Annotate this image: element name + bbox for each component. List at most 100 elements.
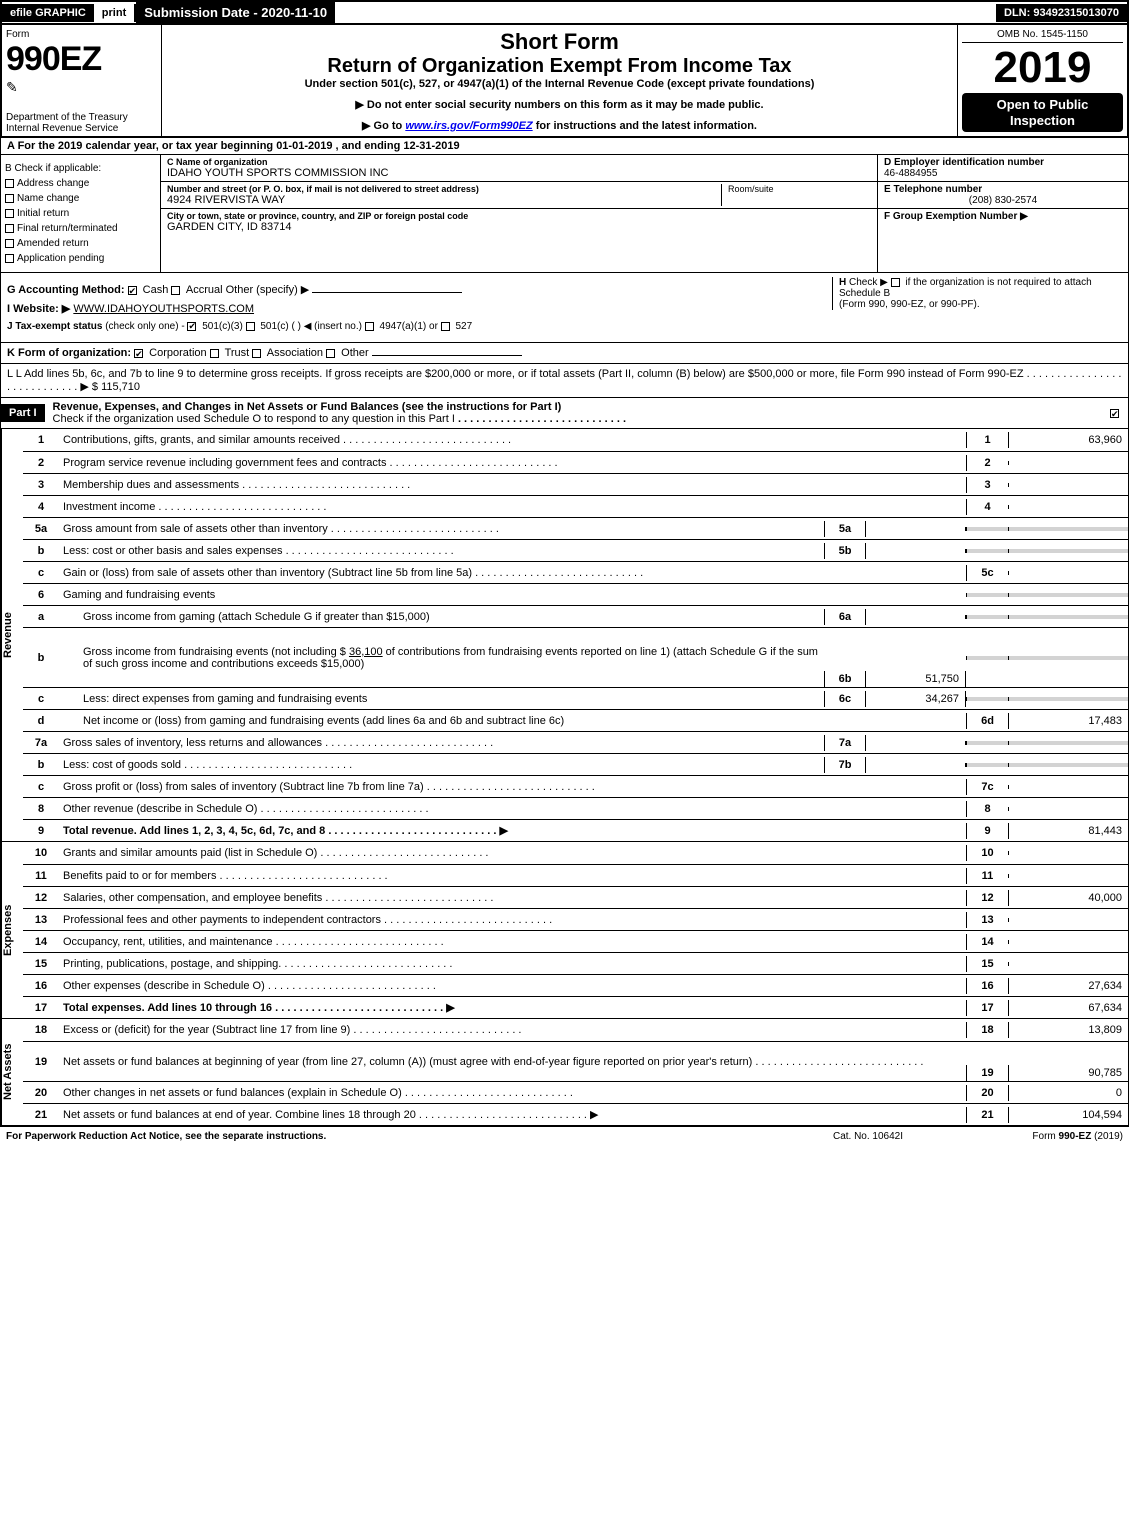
part-i-title: Revenue, Expenses, and Changes in Net As… — [53, 401, 562, 413]
tel-value: (208) 830-2574 — [884, 195, 1122, 206]
footer-form-ref: Form 990-EZ (2019) — [943, 1131, 1123, 1142]
checkbox-address-change[interactable] — [5, 179, 14, 188]
value-line-10 — [1008, 851, 1128, 855]
checkbox-corporation[interactable] — [134, 349, 143, 358]
net-assets-label: Net Assets — [1, 1019, 23, 1125]
expenses-label: Expenses — [1, 842, 23, 1018]
short-form-title: Short Form — [166, 29, 953, 55]
line-a: A For the 2019 calendar year, or tax yea… — [0, 138, 1129, 155]
value-line-11 — [1008, 874, 1128, 878]
checkbox-name-change[interactable] — [5, 194, 14, 203]
checkbox-cash[interactable] — [128, 286, 137, 295]
gross-receipts-amount: 115,710 — [101, 381, 140, 393]
value-line-13 — [1008, 918, 1128, 922]
line-l: L L Add lines 5b, 6c, and 7b to line 9 t… — [0, 364, 1129, 398]
value-line-5b — [866, 549, 966, 553]
city-label: City or town, state or province, country… — [167, 211, 871, 221]
checkbox-other-org[interactable] — [326, 349, 335, 358]
entity-block: B Check if applicable: Address change Na… — [0, 155, 1129, 273]
checkbox-initial-return[interactable] — [5, 209, 14, 218]
subtitle: Under section 501(c), 527, or 4947(a)(1)… — [166, 78, 953, 90]
section-h: H Check ▶ if the organization is not req… — [832, 277, 1122, 310]
value-line-6a — [866, 615, 966, 619]
checkbox-h[interactable] — [891, 278, 900, 287]
value-line-6c: 34,267 — [866, 691, 966, 707]
header: Form 990EZ ✎ Department of the Treasury … — [0, 25, 1129, 138]
value-line-19: 90,785 — [1008, 1065, 1128, 1081]
value-line-7b — [866, 763, 966, 767]
main-title: Return of Organization Exempt From Incom… — [166, 55, 953, 78]
value-line-21: 104,594 — [1008, 1107, 1128, 1123]
group-exemption-label: F Group Exemption Number ▶ — [884, 211, 1122, 222]
value-line-6b: 51,750 — [866, 671, 966, 687]
footer-notice: For Paperwork Reduction Act Notice, see … — [6, 1131, 793, 1142]
checkbox-527[interactable] — [441, 322, 450, 331]
value-line-15 — [1008, 962, 1128, 966]
checkbox-schedule-o[interactable] — [1110, 409, 1119, 418]
checkbox-amended-return[interactable] — [5, 239, 14, 248]
input-org-other[interactable] — [372, 355, 522, 356]
checkbox-final-return[interactable] — [5, 224, 14, 233]
title-cell: Short Form Return of Organization Exempt… — [162, 25, 957, 136]
ein-value: 46-4884955 — [884, 168, 1122, 179]
expenses-section: Expenses 10Grants and similar amounts pa… — [0, 842, 1129, 1019]
org-name: IDAHO YOUTH SPORTS COMMISSION INC — [167, 167, 871, 179]
value-line-9: 81,443 — [1008, 823, 1128, 839]
row-k: K Form of organization: Corporation Trus… — [0, 343, 1129, 364]
department-label: Department of the Treasury Internal Reve… — [6, 112, 128, 134]
form-number: 990EZ — [6, 40, 157, 79]
row-j: J Tax-exempt status (check only one) - 5… — [7, 321, 1122, 332]
checkbox-association[interactable] — [252, 349, 261, 358]
checkbox-501c[interactable] — [246, 322, 255, 331]
value-line-3 — [1008, 483, 1128, 487]
ein-label: D Employer identification number — [884, 157, 1122, 168]
dln: DLN: 93492315013070 — [996, 4, 1127, 22]
part-i-header: Part I Revenue, Expenses, and Changes in… — [0, 398, 1129, 429]
section-ghijk: H Check ▶ if the organization is not req… — [0, 273, 1129, 343]
checkbox-accrual[interactable] — [171, 286, 180, 295]
section-b: B Check if applicable: Address change Na… — [1, 155, 161, 272]
efile-button[interactable]: efile GRAPHIC — [2, 4, 94, 22]
input-accounting-other[interactable] — [312, 292, 462, 293]
section-c: C Name of organization IDAHO YOUTH SPORT… — [161, 155, 878, 272]
value-line-8 — [1008, 807, 1128, 811]
value-line-7a — [866, 741, 966, 745]
form-label: Form — [6, 29, 157, 40]
instruction-1: ▶ Do not enter social security numbers o… — [166, 98, 953, 111]
form-cell: Form 990EZ ✎ Department of the Treasury … — [2, 25, 162, 136]
part-i-badge: Part I — [1, 404, 45, 422]
checkbox-501c3[interactable] — [187, 322, 196, 331]
value-line-14 — [1008, 940, 1128, 944]
top-bar: efile GRAPHIC print Submission Date - 20… — [0, 0, 1129, 25]
value-line-4 — [1008, 505, 1128, 509]
value-line-12: 40,000 — [1008, 890, 1128, 906]
value-line-5a — [866, 527, 966, 531]
value-line-20: 0 — [1008, 1085, 1128, 1101]
revenue-label: Revenue — [1, 429, 23, 841]
irs-link[interactable]: www.irs.gov/Form990EZ — [405, 120, 532, 132]
print-button[interactable]: print — [94, 4, 136, 22]
value-line-17: 67,634 — [1008, 1000, 1128, 1016]
section-d: D Employer identification number 46-4884… — [878, 155, 1128, 272]
checkbox-app-pending[interactable] — [5, 254, 14, 263]
net-assets-section: Net Assets 18Excess or (deficit) for the… — [0, 1019, 1129, 1126]
instruction-2: ▶ Go to www.irs.gov/Form990EZ for instru… — [166, 119, 953, 132]
value-line-6d: 17,483 — [1008, 713, 1128, 729]
value-line-5c — [1008, 571, 1128, 575]
value-line-18: 13,809 — [1008, 1022, 1128, 1038]
checkbox-4947[interactable] — [365, 322, 374, 331]
submission-date: Submission Date - 2020-11-10 — [136, 2, 335, 23]
open-public-badge: Open to Public Inspection — [962, 93, 1123, 132]
room-label: Room/suite — [721, 184, 871, 206]
website-value[interactable]: WWW.IDAHOYOUTHSPORTS.COM — [73, 303, 254, 315]
part-i-check-text: Check if the organization used Schedule … — [53, 413, 455, 425]
tax-year: 2019 — [962, 43, 1123, 93]
footer-cat-no: Cat. No. 10642I — [793, 1131, 943, 1142]
tel-label: E Telephone number — [884, 184, 1122, 195]
revenue-section: Revenue 1Contributions, gifts, grants, a… — [0, 429, 1129, 842]
page-footer: For Paperwork Reduction Act Notice, see … — [0, 1126, 1129, 1146]
value-line-16: 27,634 — [1008, 978, 1128, 994]
value-line-7c — [1008, 785, 1128, 789]
checkbox-trust[interactable] — [210, 349, 219, 358]
year-cell: OMB No. 1545-1150 2019 Open to Public In… — [957, 25, 1127, 136]
